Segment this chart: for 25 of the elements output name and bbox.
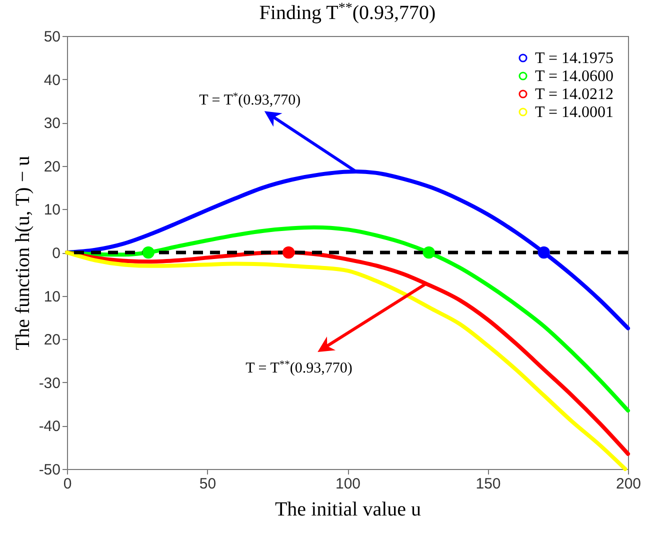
legend-label: T = 14.0212 (535, 86, 614, 103)
y-tick-label: -40 (38, 418, 60, 436)
x-tick-label: 0 (63, 476, 72, 492)
legend-label: T = 14.0001 (535, 104, 614, 121)
y-tick-label: 0 (52, 245, 60, 262)
annotation: T = T$^{**}$(0.93,770) (246, 359, 352, 377)
y-tick-label: 20 (44, 332, 60, 349)
y-tick-label: 10 (44, 288, 60, 306)
x-tick-label: 50 (199, 476, 216, 492)
y-tick-label: -50 (38, 462, 60, 478)
x-axis-title: The initial value u (274, 498, 422, 520)
y-tick-label: 30 (44, 115, 60, 132)
legend-label: T = 14.1975 (535, 50, 614, 67)
y-tick-label: 10 (44, 202, 60, 219)
y-axis-title: The function h(u, T) − u (12, 156, 34, 350)
legend-label: T = 14.0600 (535, 68, 614, 85)
chart-title: Finding T$^{**}$(0.93,770) (259, 0, 436, 24)
x-tick-label: 100 (335, 476, 361, 492)
y-tick-label: 50 (44, 28, 60, 46)
y-tick-label: -30 (38, 374, 60, 392)
x-tick-label: 150 (476, 476, 501, 492)
annotation: T = T$^{*}$(0.93,770) (199, 91, 301, 109)
x-tick-label: 200 (616, 476, 642, 492)
y-tick-label: 20 (44, 158, 60, 176)
y-tick-label: 40 (44, 72, 60, 89)
